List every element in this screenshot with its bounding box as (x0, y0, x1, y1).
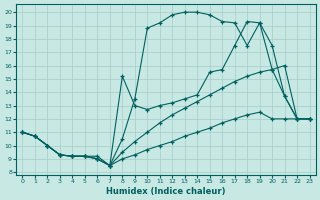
X-axis label: Humidex (Indice chaleur): Humidex (Indice chaleur) (106, 187, 226, 196)
